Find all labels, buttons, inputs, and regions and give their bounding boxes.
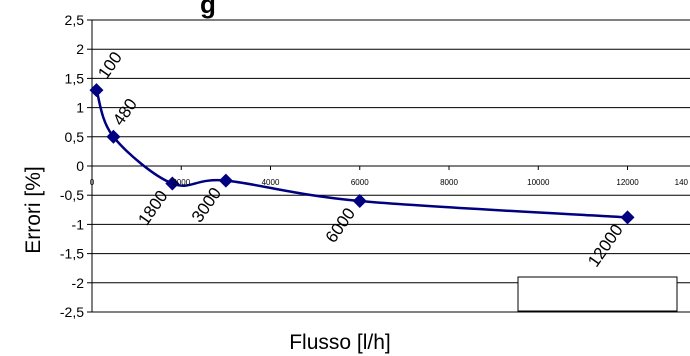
data-point-marker — [620, 210, 635, 225]
x-tick-label: 2000 — [172, 178, 190, 187]
data-points — [89, 83, 635, 225]
chart-title: g — [200, 0, 216, 19]
data-point-marker — [106, 129, 121, 144]
y-tick-label: 0 — [76, 158, 84, 174]
x-tick-label: 8000 — [440, 178, 458, 187]
y-tick-label: -0,5 — [60, 187, 84, 203]
data-point-marker — [352, 194, 367, 209]
y-tick-label: 2 — [76, 41, 84, 57]
data-point-label: 1800 — [134, 187, 171, 229]
y-tick-label: -1,5 — [60, 246, 84, 262]
y-tick-label: 1,5 — [65, 70, 85, 86]
data-point-marker — [89, 83, 104, 98]
x-tick-label: 6000 — [351, 178, 369, 187]
axes — [87, 19, 629, 313]
x-tick-label: 10000 — [527, 178, 550, 187]
y-tick-label: 1 — [76, 100, 84, 116]
data-point-label: 3000 — [188, 184, 225, 226]
x-tick-label: 0 — [90, 178, 95, 187]
data-point-marker — [165, 176, 180, 191]
data-point-label: 6000 — [322, 204, 359, 246]
y-tick-labels: 2,5 2 1,5 1 0,5 0 -0,5 -1 -1,5 -2 -2,5 — [60, 12, 84, 320]
x-tick-label: 12000 — [616, 178, 639, 187]
data-labels: 100 480 1800 3000 6000 12000 — [94, 48, 627, 270]
y-tick-label: -1 — [72, 216, 85, 232]
data-point-label: 100 — [94, 48, 126, 82]
data-point-marker — [218, 173, 233, 188]
y-tick-label: -2 — [72, 275, 85, 291]
data-point-label: 480 — [109, 95, 141, 129]
x-axis-title: Flusso [l/h] — [289, 331, 391, 354]
data-point-label: 12000 — [584, 221, 627, 271]
y-tick-label: 2,5 — [65, 12, 85, 28]
y-tick-label: 0,5 — [65, 129, 85, 145]
x-tick-label: 140 — [675, 178, 689, 187]
legend-box — [517, 276, 678, 312]
y-axis-title: Errori [%] — [22, 166, 45, 254]
x-tick-labels: 0 2000 4000 6000 8000 10000 12000 140 — [90, 178, 689, 187]
x-tick-label: 4000 — [262, 178, 280, 187]
y-tick-label: -2,5 — [60, 304, 84, 320]
